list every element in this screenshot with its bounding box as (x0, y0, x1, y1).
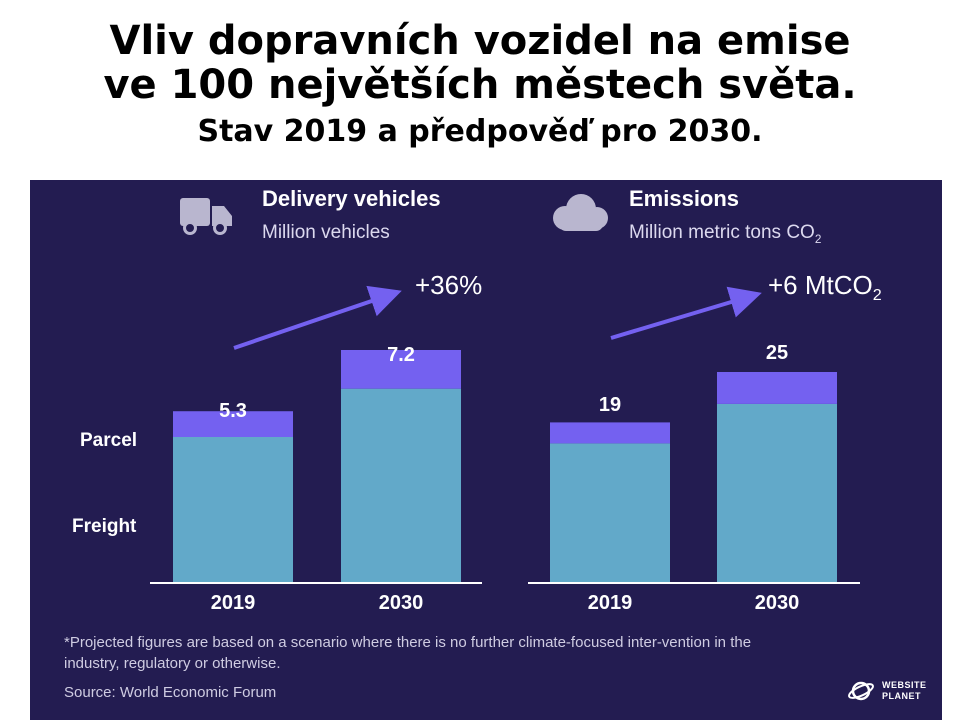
infographic-panel: Delivery vehicles Million vehicles Emiss… (30, 180, 942, 720)
growth-arrow-right (610, 286, 762, 340)
left-2019-year-label: 2019 (210, 592, 256, 614)
right-growth-label: +6 MtCO2 (768, 270, 882, 305)
left-bar-2019-freight (173, 437, 293, 582)
planet-logo-icon (848, 681, 874, 701)
chart-canvas (150, 194, 860, 584)
legend-parcel-label: Parcel (80, 430, 138, 451)
right-header-title: Emissions (629, 186, 740, 211)
left-header-subtitle: Million vehicles (262, 222, 390, 243)
legend-freight-label: Freight (72, 516, 137, 537)
website-planet-logo: WEBSITE PLANET (848, 680, 927, 702)
slide-title-line2: ve 100 největších městech světa. (103, 62, 857, 108)
right-2019-total-label: 19 (598, 394, 622, 416)
left-bar-2019-parcel (173, 411, 293, 437)
right-2030-year-label: 2030 (754, 592, 800, 614)
right-bar-2030-parcel (717, 372, 837, 404)
truck-icon (180, 198, 232, 235)
left-header-title: Delivery vehicles (262, 186, 441, 211)
right-2030-total-label: 25 (765, 342, 789, 364)
left-2030-total-label: 7.2 (387, 344, 415, 366)
slide-title-line1: Vliv dopravních vozidel na emise (109, 18, 851, 64)
right-header-subtitle: Million metric tons CO2 (629, 222, 822, 246)
right-bar-2019-parcel (550, 422, 670, 444)
right-bar-2030-freight (717, 403, 837, 582)
source-credit: Source: World Economic Forum (64, 684, 277, 701)
slide-subtitle: Stav 2019 a předpověď pro 2030. (197, 114, 763, 149)
left-2019-total-label: 5.3 (219, 400, 247, 422)
left-2030-year-label: 2030 (378, 592, 424, 614)
right-2019-year-label: 2019 (587, 592, 633, 614)
left-growth-label: +36% (415, 270, 483, 300)
left-bar-2030-freight (341, 388, 461, 582)
growth-arrow-left (233, 285, 402, 350)
footnote: *Projected figures are based on a scenar… (64, 634, 752, 672)
cloud-icon (553, 194, 608, 231)
left-bar-2030-parcel (341, 350, 461, 389)
right-bar-2019-freight (550, 443, 670, 582)
